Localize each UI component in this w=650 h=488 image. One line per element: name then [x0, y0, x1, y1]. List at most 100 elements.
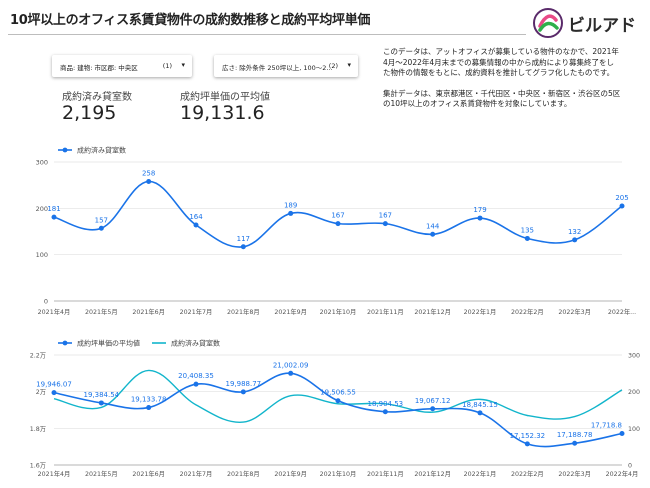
x-tick-label: 2021年6月: [132, 307, 165, 316]
x-tick-label: 2021年11月: [367, 469, 404, 478]
data-point: [146, 405, 152, 411]
y-tick-label-right: 300: [628, 353, 640, 360]
kpi-unit-price-label: 成約坪単価の平均値: [180, 92, 270, 103]
data-point: [382, 221, 388, 227]
data-label: 179: [473, 206, 486, 214]
filter-area-dropdown[interactable]: 商品: 建物: 市区郡: 中央区 (1) ▾: [52, 55, 192, 77]
data-label: 20,408.35: [178, 372, 214, 380]
legend-label: 成約済み貸室数: [171, 339, 220, 348]
filter-area-count: (1): [162, 62, 172, 70]
data-point: [477, 410, 483, 416]
data-point: [51, 214, 57, 220]
legend-marker: [62, 340, 68, 346]
data-label: 19,133.78: [131, 396, 167, 404]
x-tick-label: 2021年9月: [274, 307, 307, 316]
data-label: 19,506.55: [320, 389, 356, 397]
x-tick-label: 2021年7月: [180, 307, 213, 316]
x-tick-label: 2022年...: [608, 307, 636, 316]
data-label: 135: [521, 226, 534, 234]
x-tick-label: 2022年3月: [558, 469, 591, 478]
data-point: [51, 390, 57, 396]
data-point: [619, 430, 625, 436]
data-point: [524, 235, 530, 241]
y-tick-label-right: 0: [628, 463, 632, 470]
data-point: [382, 409, 388, 415]
legend-label: 成約済み貸室数: [77, 146, 126, 155]
data-label: 21,002.09: [273, 361, 309, 369]
x-tick-label: 2021年9月: [274, 469, 307, 478]
data-point: [193, 381, 199, 387]
kpi-contracts-value: 2,195: [62, 102, 117, 124]
data-point: [477, 215, 483, 221]
data-label: 19,988.77: [226, 380, 262, 388]
y-tick-label: 300: [36, 159, 48, 167]
x-tick-label: 2021年8月: [227, 307, 260, 316]
x-tick-label: 2021年4月: [38, 469, 71, 478]
data-label: 18,904.53: [368, 400, 404, 408]
x-tick-label: 2021年4月: [38, 307, 71, 316]
x-tick-label: 2022年3月: [558, 307, 591, 316]
data-point: [240, 389, 246, 395]
series-line-right: [53, 369, 623, 423]
logo-mark-icon: [533, 8, 563, 38]
y-tick-label-right: 100: [628, 426, 640, 433]
data-point: [572, 237, 578, 243]
data-point: [430, 406, 436, 412]
y-tick-label-left: 2万: [36, 388, 46, 396]
data-label: 205: [615, 194, 628, 202]
x-tick-label: 2022年1月: [464, 469, 497, 478]
note-paragraph: 集計データは、東京都港区・千代田区・中央区・新宿区・渋谷区の5区の10坪以上のオ…: [383, 88, 621, 109]
kpi-contracts-label: 成約済み貸室数: [62, 92, 132, 103]
data-label: 18,845.15: [462, 401, 498, 409]
contracts-line-chart: 成約済み貸室数 0 100 200 300 2021年4月 2021年5月 2021年6月 20…: [36, 146, 637, 317]
data-label: 17,152.32: [510, 432, 546, 440]
data-point: [572, 440, 578, 446]
y-tick-label-left: 1.6万: [30, 462, 46, 470]
data-label: 19,067.12: [415, 397, 451, 405]
legend-label: 成約坪単価の平均値: [77, 339, 140, 348]
x-tick-label: 2021年5月: [85, 307, 118, 316]
data-point: [619, 203, 625, 209]
x-tick-label: 2021年12月: [414, 307, 451, 316]
x-tick-label: 2021年6月: [132, 469, 165, 478]
title-divider: [8, 34, 526, 35]
data-point: [335, 398, 341, 404]
y-tick-label-right: 200: [628, 389, 640, 396]
data-point: [288, 210, 294, 216]
data-label: 157: [95, 216, 108, 224]
data-label: 167: [379, 212, 392, 220]
unit-price-combo-chart: 成約坪単価の平均値 成約済み貸室数 1.6万 1.8万 2万 2.2万 0 100 200 300…: [30, 339, 640, 479]
filter-size-label: 広さ: 除外条件 250坪以上, 100～2...: [222, 64, 333, 72]
data-label: 167: [331, 212, 344, 220]
dropdown-arrow-icon: ▾: [181, 61, 185, 69]
x-tick-label: 2021年7月: [180, 469, 213, 478]
data-point: [193, 222, 199, 228]
data-label: 117: [237, 235, 250, 243]
legend-marker: [62, 147, 68, 153]
data-label: 132: [568, 228, 581, 236]
x-tick-label: 2022年4月: [606, 469, 639, 478]
data-label: 17,188.78: [557, 431, 593, 439]
y-tick-label-left: 2.2万: [30, 352, 46, 360]
x-tick-label: 2022年2月: [511, 469, 544, 478]
y-tick-label-left: 1.8万: [30, 425, 46, 433]
x-tick-label: 2022年1月: [464, 307, 497, 316]
data-point: [240, 244, 246, 250]
logo-text: ビルアド: [568, 16, 636, 36]
description-note: このデータは、アットオフィスが募集している物件のなかで、2021年4月～2022…: [383, 47, 621, 120]
data-point: [288, 370, 294, 376]
data-point: [524, 441, 530, 447]
data-label: 181: [47, 205, 60, 213]
data-label: 19,946.07: [36, 381, 72, 389]
y-tick-label: 100: [36, 251, 48, 259]
x-tick-label: 2022年2月: [511, 307, 544, 316]
data-label: 258: [142, 169, 155, 177]
x-tick-label: 2021年5月: [85, 469, 118, 478]
y-tick-label: 0: [44, 298, 48, 306]
filter-size-dropdown[interactable]: 広さ: 除外条件 250坪以上, 100～2... (2) ▾: [214, 55, 358, 77]
kpi-unit-price-value: 19,131.6: [180, 102, 265, 124]
data-point: [98, 225, 104, 231]
x-tick-label: 2021年10月: [320, 469, 357, 478]
x-tick-label: 2021年12月: [414, 469, 451, 478]
y-tick-label: 200: [36, 205, 48, 213]
